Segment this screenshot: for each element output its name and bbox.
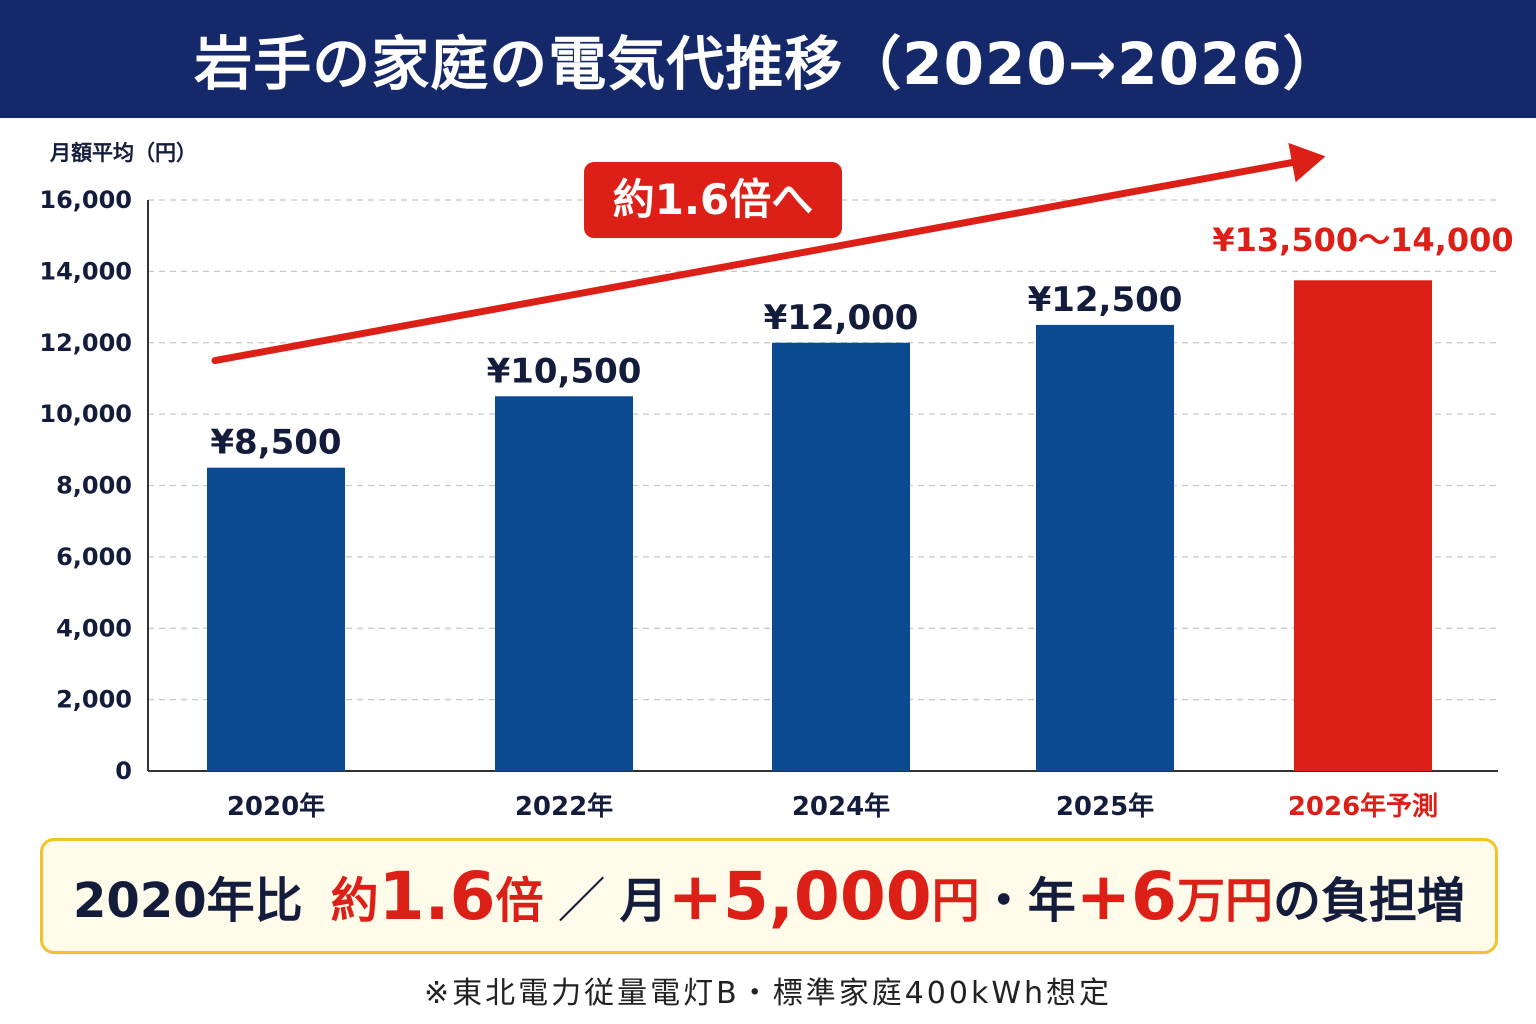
summary-yearly-value: +6 [1075,857,1177,935]
y-tick-label: 12,000 [39,329,132,357]
summary-monthly-unit: 円 [931,873,980,929]
trend-arrow-line [211,159,1296,365]
summary-box: 2020年比 約 1.6 倍 ／ 月 +5,000 円 ・ 年 +6 万円 の負… [40,838,1498,954]
y-tick-label: 2,000 [56,686,132,714]
summary-burden-text: の負担増 [1272,873,1465,929]
data-label: ¥13,500～14,000 [1212,221,1513,259]
footnote: ※東北電力従量電灯B・標準家庭400kWh想定 [423,976,1113,1011]
annotation-text: 約1.6倍へ [613,175,813,224]
x-tick-label: 2025年 [1056,791,1154,822]
data-label: ¥12,500 [1028,280,1183,320]
bar [772,342,910,771]
summary-basis: 2020年比 [73,873,303,929]
summary-ratio-value: 1.6 [378,857,496,935]
y-tick-label: 0 [115,757,132,785]
bar-chart: 月額平均（円） 0 2,000 4,000 6,000 8,000 10,000 12,000… [39,141,1513,822]
summary-ratio-prefix: 約 [330,873,379,929]
data-label: ¥10,500 [487,351,642,391]
x-tick-label: 2026年予測 [1288,791,1438,822]
y-tick-label: 4,000 [56,614,132,642]
chart-title: 岩手の家庭の電気代推移（2020→2026） [194,30,1342,98]
y-tick-label: 6,000 [56,543,132,571]
data-label: ¥8,500 [210,423,341,463]
x-tick-label: 2022年 [515,791,613,822]
summary-yearly-unit: 万円 [1176,873,1273,929]
y-tick-label: 8,000 [56,472,132,500]
summary-monthly-prefix: 月 [619,873,668,929]
y-axis-label: 月額平均（円） [49,141,197,165]
summary-separator: ／ [557,873,606,929]
y-tick-label: 10,000 [39,400,132,428]
bar [207,467,345,771]
y-tick-label: 16,000 [39,186,132,214]
trend-arrow-head [1288,142,1326,183]
summary-monthly-value: +5,000 [667,857,932,935]
title-bar: 岩手の家庭の電気代推移（2020→2026） [0,0,1536,118]
bar [1294,280,1432,771]
x-tick-label: 2020年 [227,791,325,822]
summary-dot: ・ [979,873,1028,929]
bar [495,396,633,771]
x-tick-label: 2024年 [792,791,890,822]
data-label: ¥12,000 [764,298,919,338]
summary-yearly-prefix: 年 [1027,873,1076,929]
summary-ratio-suffix: 倍 [495,873,544,929]
bar [1036,324,1174,771]
y-tick-label: 14,000 [39,257,132,285]
annotation-badge [584,162,842,238]
